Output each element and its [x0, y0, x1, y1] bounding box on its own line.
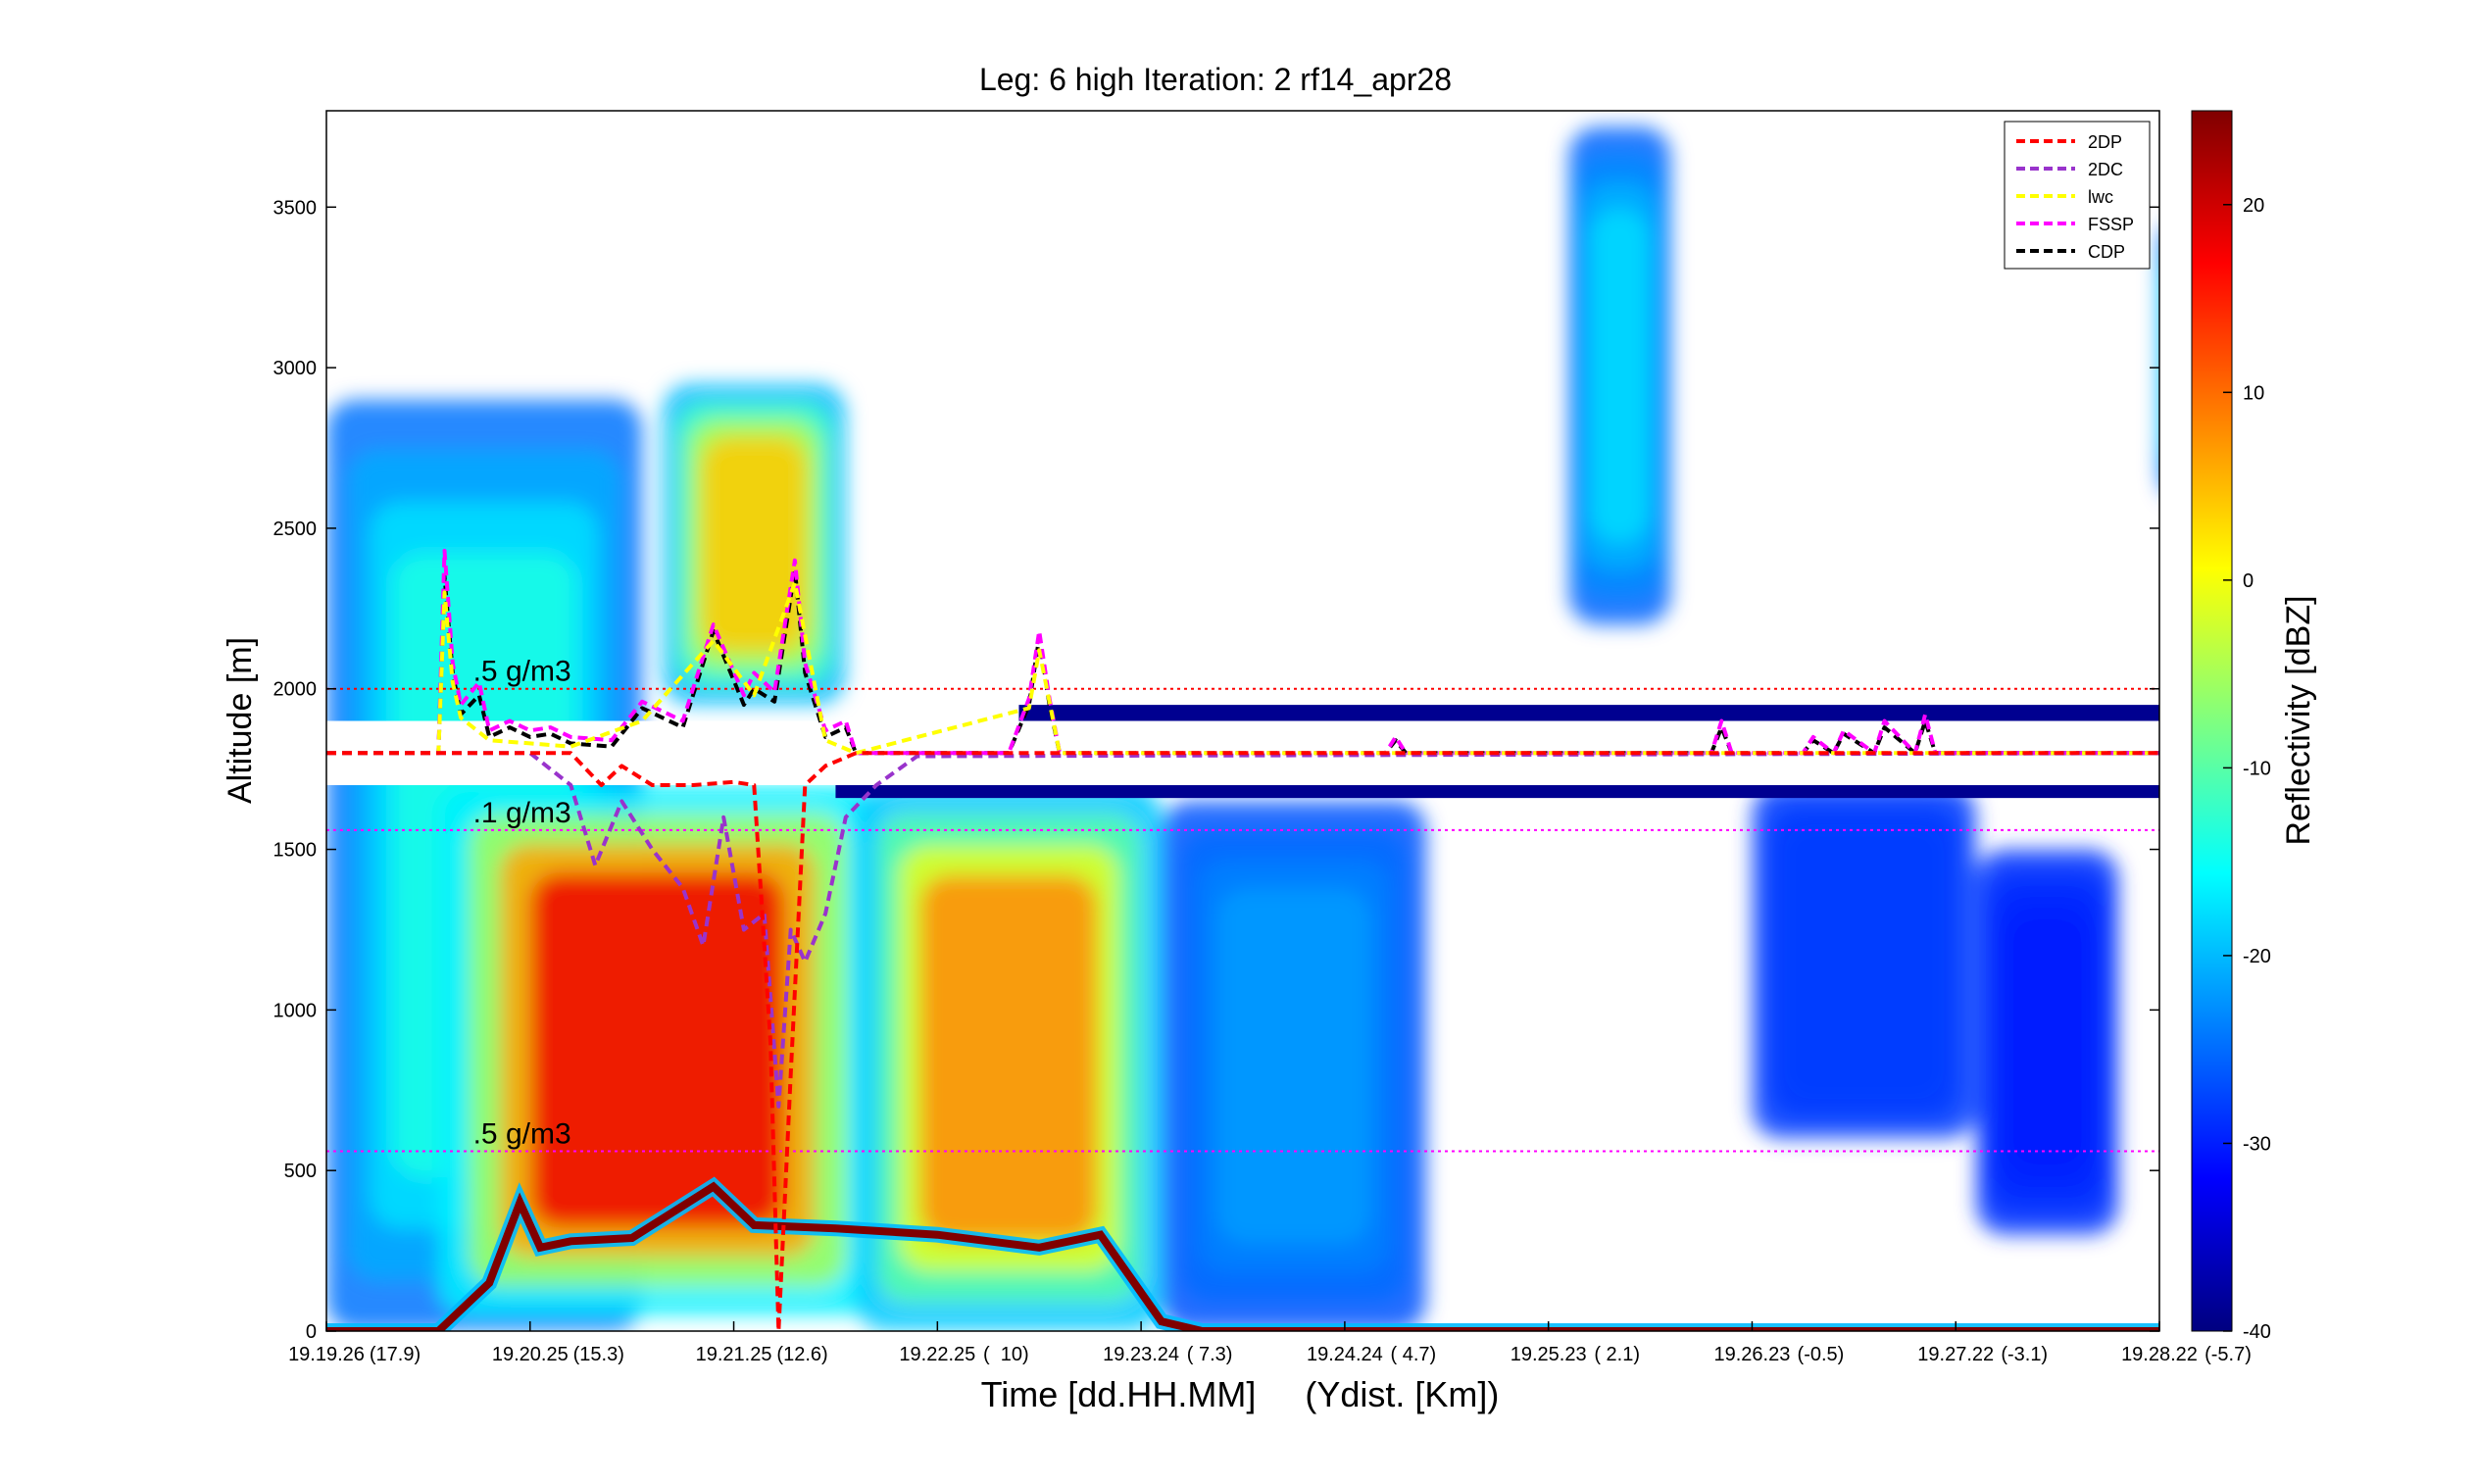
y-tick-label-0: 0: [306, 1321, 317, 1343]
x-tick-ydist-7: (-0.5): [1798, 1344, 1845, 1365]
chart-title: Leg: 6 high Iteration: 2 rf14_apr28: [979, 62, 1452, 97]
x-tick-time-4: 19.23.24: [1103, 1344, 1179, 1365]
legend-box: [2004, 121, 2151, 270]
x-tick-ydist-0: (17.9): [370, 1344, 421, 1365]
reflectivity-cell-5-3: [1590, 209, 1650, 543]
colorbar-tick-label-2: -20: [2243, 946, 2271, 967]
x-tick-ydist-6: ( 2.1): [1594, 1344, 1640, 1365]
colorbar-tick-label-1: -30: [2243, 1133, 2271, 1155]
x-tick-ydist-2: (12.6): [776, 1344, 827, 1365]
y-tick-label-7: 3500: [273, 197, 318, 219]
x-tick-time-1: 19.20.25: [492, 1344, 569, 1365]
reflectivity-cell-8-0: [2159, 223, 2180, 496]
reflectivity-cell-7-3: [2006, 913, 2089, 1171]
x-tick-time-3: 19.22.25: [899, 1344, 975, 1365]
colorbar-tick-label-3: -10: [2243, 758, 2271, 779]
plot-area: [326, 111, 2180, 1331]
colorbar-tick-label-0: -40: [2243, 1321, 2271, 1343]
x-axis-label: Time [dd.HH.MM] (Ydist. [Km]): [981, 1374, 1500, 1414]
series-2dc: [326, 751, 2159, 1109]
y-tick-label-4: 2000: [273, 679, 318, 701]
colorbar-label: Reflectivity [dBZ]: [2280, 595, 2317, 845]
x-axis-ticks: 19.19.26 (17.9) 19.20.25 (15.3) 19.21.25 (12.…: [288, 1321, 2252, 1365]
y-tick-label-2: 1000: [273, 1000, 318, 1021]
reflectivity-cell-3-3: [919, 874, 1098, 1242]
legend-label-cdp: CDP: [2088, 242, 2125, 262]
surface-echo-line: [326, 1181, 2159, 1331]
x-tick-ydist-8: (-3.1): [2001, 1344, 2048, 1365]
x-tick-ydist-5: ( 4.7): [1391, 1344, 1437, 1365]
reflectivity-cell-4-3: [1216, 888, 1371, 1244]
reflectivity-cell-2-3: [701, 436, 808, 653]
reflectivity-cell-8-3: [2163, 269, 2175, 452]
x-tick-ydist-9: (-5.7): [2205, 1344, 2252, 1365]
colorbar-tick-label-5: 10: [2243, 382, 2264, 404]
legend: 2DP 2DC lwc FSSP CDP: [2004, 121, 2151, 270]
x-tick-ydist-3: ( 10): [983, 1344, 1029, 1365]
reflectivity-cell-8-2: [2162, 253, 2177, 466]
legend-label-2dp: 2DP: [2088, 132, 2122, 152]
legend-label-2dc: 2DC: [2088, 160, 2123, 179]
y-tick-label-6: 3000: [273, 358, 318, 379]
x-tick-ydist-1: (15.3): [573, 1344, 624, 1365]
x-tick-time-9: 19.28.22: [2121, 1344, 2198, 1365]
annotation-label-0: .5 g/m3: [473, 656, 571, 688]
x-tick-time-5: 19.24.24: [1307, 1344, 1383, 1365]
reflectivity-cell-6-3: [1799, 843, 1930, 1080]
y-tick-label-1: 500: [284, 1161, 317, 1182]
colorbar: -40 -30 -20 -10 0 10 20 Reflectivity [dBZ]: [2191, 110, 2317, 1343]
reflectivity-cell-8-1: [2160, 238, 2178, 481]
x-tick-time-8: 19.27.22: [1917, 1344, 1994, 1365]
colorbar-tick-label-4: 0: [2243, 570, 2254, 592]
y-axis-label: Altitude [m]: [222, 637, 259, 804]
x-tick-ydist-4: ( 7.3): [1187, 1344, 1233, 1365]
near-range-echo-upper: [1018, 705, 2159, 721]
surface-echo: [326, 1176, 2159, 1331]
y-tick-label-5: 2500: [273, 519, 318, 540]
x-tick-time-7: 19.26.23: [1714, 1344, 1791, 1365]
legend-label-lwc: lwc: [2088, 187, 2113, 207]
probe-series: [326, 548, 2159, 1331]
annotation-label-2: .5 g/m3: [473, 1118, 571, 1151]
annotation-label-1: .1 g/m3: [473, 797, 571, 829]
reflectivity-cell-1-3: [530, 872, 785, 1228]
colorbar-tick-label-6: 20: [2243, 195, 2264, 217]
colorbar-gradient: [2191, 110, 2233, 1332]
y-tick-label-3: 1500: [273, 840, 318, 862]
annotations: .5 g/m3 .1 g/m3 .5 g/m3: [473, 656, 571, 1151]
plot-frame: [325, 110, 2160, 1332]
x-tick-time-6: 19.25.23: [1511, 1344, 1587, 1365]
series-2dp: [326, 751, 2159, 1331]
near-range-echo-lower: [835, 785, 2159, 799]
x-tick-time-2: 19.21.25: [696, 1344, 772, 1365]
x-tick-time-0: 19.19.26: [288, 1344, 365, 1365]
series-lwc: [326, 580, 2159, 756]
y-axis-ticks: 0 500 1000 1500 2000 2500 3000 3500: [273, 197, 2159, 1343]
legend-label-fssp: FSSP: [2088, 215, 2134, 234]
reflectivity-field: [326, 126, 2180, 1331]
